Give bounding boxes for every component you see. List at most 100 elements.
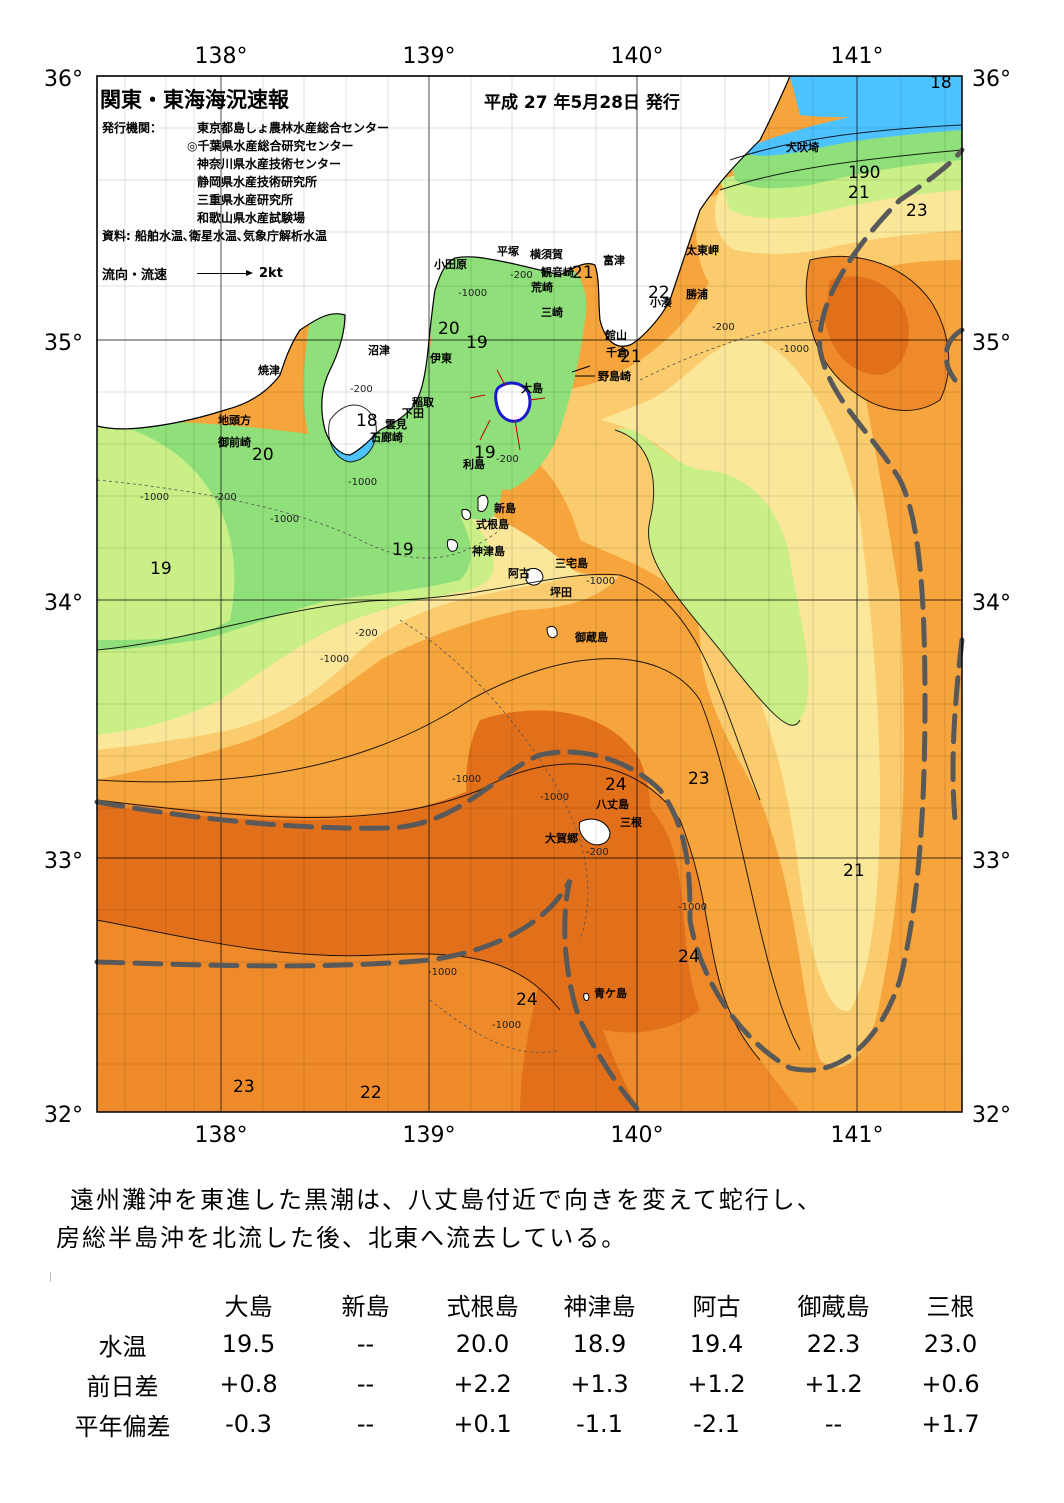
data-source: 資料: 船舶水温､衛星水温､気象庁解析水温 bbox=[102, 229, 327, 243]
lon-label: 140° bbox=[611, 1123, 664, 1148]
lon-label: 140° bbox=[611, 44, 664, 69]
isotherm-label: 20 bbox=[252, 445, 274, 465]
place-label: 富津 bbox=[603, 253, 625, 267]
place-label: 八丈島 bbox=[595, 797, 629, 811]
lat-label: 34° bbox=[972, 591, 1011, 616]
latitude-labels-left: 36° 35° 34° 33° 32° bbox=[44, 67, 83, 1128]
table-cell: 22.3 bbox=[806, 1330, 861, 1358]
column-header: 大島 bbox=[224, 1292, 273, 1321]
table-cell: -- bbox=[356, 1330, 375, 1358]
place-label: 館山 bbox=[604, 328, 627, 342]
place-label: 御蔵島 bbox=[574, 630, 608, 644]
publisher-item: ◎千葉県水産総合研究センター bbox=[187, 139, 354, 153]
publisher-item: 静岡県水産技術研究所 bbox=[197, 175, 318, 189]
longitude-labels-top: 138° 139° 140° 141° bbox=[195, 44, 884, 69]
isotherm-label: 23 bbox=[233, 1077, 255, 1097]
isotherm-label: 24 bbox=[678, 947, 700, 967]
divider-mark bbox=[50, 1272, 51, 1282]
longitude-labels-bottom: 138° 139° 140° 141° bbox=[195, 1123, 884, 1148]
column-header: 阿古 bbox=[692, 1292, 741, 1321]
lon-label: 141° bbox=[831, 1123, 884, 1148]
place-label: 荒崎 bbox=[530, 280, 553, 294]
table-cell: +2.2 bbox=[453, 1370, 512, 1398]
arrow-icon bbox=[197, 270, 254, 276]
isotherm-label: 24 bbox=[516, 990, 538, 1010]
isotherm-label: 21 bbox=[843, 861, 865, 881]
depth-label: -1000 bbox=[270, 514, 299, 525]
table-row: 前日差 +0.8 -- +2.2 +1.3 +1.2 +1.2 +0.6 bbox=[55, 1364, 1009, 1404]
lon-label: 139° bbox=[403, 1123, 456, 1148]
place-names: 犬吠埼 太東岬 勝浦 小湊 富津 横須賀 観音崎 荒崎 三崎 平塚 小田原 館山… bbox=[217, 140, 819, 1000]
lat-label: 33° bbox=[44, 849, 83, 874]
depth-label: -1000 bbox=[452, 774, 481, 785]
place-label: 千倉 bbox=[606, 345, 629, 359]
place-label: 利島 bbox=[463, 457, 485, 471]
isotherm-label: 19 bbox=[150, 559, 172, 579]
isotherm-label: 21 bbox=[848, 183, 870, 203]
place-label: 観音崎 bbox=[541, 265, 574, 279]
lat-label: 35° bbox=[972, 331, 1011, 356]
table-cell: +1.2 bbox=[804, 1370, 863, 1398]
depth-label: -200 bbox=[586, 847, 609, 858]
place-label: 小湊 bbox=[649, 295, 672, 309]
table-cell: -- bbox=[356, 1410, 375, 1438]
table-cell: -1.1 bbox=[576, 1410, 623, 1438]
table-cell: -- bbox=[824, 1410, 843, 1438]
place-label: 沼津 bbox=[368, 343, 390, 357]
place-label: 稲取 bbox=[412, 395, 434, 409]
place-label: 犬吠埼 bbox=[786, 140, 819, 154]
place-label: 雲見 bbox=[385, 418, 407, 431]
water-temperature-table: 大島 新島 式根島 神津島 阿古 御蔵島 三根 水温 19.5 -- 20.0 … bbox=[55, 1284, 1009, 1444]
depth-label: -1000 bbox=[140, 492, 169, 503]
place-label: 勝浦 bbox=[686, 287, 708, 301]
latitude-labels-right: 36° 35° 34° 33° 32° bbox=[972, 67, 1011, 1128]
table-cell: -2.1 bbox=[693, 1410, 740, 1438]
isotherm-label: 23 bbox=[906, 201, 928, 221]
publisher-item: 和歌山県水産試験場 bbox=[197, 211, 306, 225]
depth-label: -1000 bbox=[586, 576, 615, 587]
depth-label: -1000 bbox=[678, 902, 707, 913]
table-row: 水温 19.5 -- 20.0 18.9 19.4 22.3 23.0 bbox=[55, 1324, 1009, 1364]
isotherm-label: 190 bbox=[848, 163, 880, 183]
depth-label: -1000 bbox=[492, 1020, 521, 1031]
table-cell: 19.4 bbox=[689, 1330, 744, 1358]
table-cell: -- bbox=[356, 1370, 375, 1398]
publisher-label: 発行機関： bbox=[102, 121, 163, 135]
isotherm-label: 20 bbox=[438, 319, 460, 339]
table-row: 平年偏差 -0.3 -- +0.1 -1.1 -2.1 -- +1.7 bbox=[55, 1404, 1009, 1444]
depth-label: -1000 bbox=[780, 344, 809, 355]
table-cell: 18.9 bbox=[572, 1330, 627, 1358]
isotherm-label: 18 bbox=[356, 411, 378, 431]
lat-label: 32° bbox=[972, 1103, 1011, 1128]
lat-label: 36° bbox=[44, 67, 83, 92]
publisher-item: 東京都島しょ農林水産総合センター bbox=[197, 121, 390, 135]
current-legend: 流向・流速 2kt bbox=[102, 264, 283, 283]
place-label: 青ケ島 bbox=[594, 986, 627, 1000]
place-label: 三宅島 bbox=[555, 556, 588, 570]
place-label: 平塚 bbox=[497, 244, 519, 258]
place-label: 下田 bbox=[402, 407, 424, 420]
isotherm-label: 19 bbox=[392, 540, 414, 560]
lon-label: 141° bbox=[831, 44, 884, 69]
place-label: 御前崎 bbox=[217, 435, 251, 449]
table-cell: +1.7 bbox=[921, 1410, 980, 1438]
place-label: 三崎 bbox=[541, 305, 563, 319]
map-title: 関東・東海海況速報 bbox=[100, 88, 289, 112]
lat-label: 36° bbox=[972, 67, 1011, 92]
column-header: 三根 bbox=[926, 1292, 975, 1321]
place-label: 神津島 bbox=[472, 544, 505, 558]
row-header: 平年偏差 bbox=[74, 1412, 171, 1441]
current-legend-unit: 2kt bbox=[259, 266, 283, 281]
column-header: 新島 bbox=[341, 1292, 390, 1321]
isotherm-lines bbox=[96, 124, 963, 1061]
depth-label: -1000 bbox=[348, 477, 377, 488]
issue-date: 平成 27 年5月28日 発行 bbox=[484, 93, 680, 113]
isotherm-label: 22 bbox=[648, 283, 670, 303]
place-label: 式根島 bbox=[476, 517, 509, 531]
depth-label: -200 bbox=[355, 628, 378, 639]
isotherm-label: 19 bbox=[466, 333, 488, 353]
isotherm-label: 22 bbox=[360, 1083, 382, 1103]
table-cell: -0.3 bbox=[225, 1410, 272, 1438]
lat-label: 32° bbox=[44, 1103, 83, 1128]
table-cell: +0.8 bbox=[219, 1370, 278, 1398]
